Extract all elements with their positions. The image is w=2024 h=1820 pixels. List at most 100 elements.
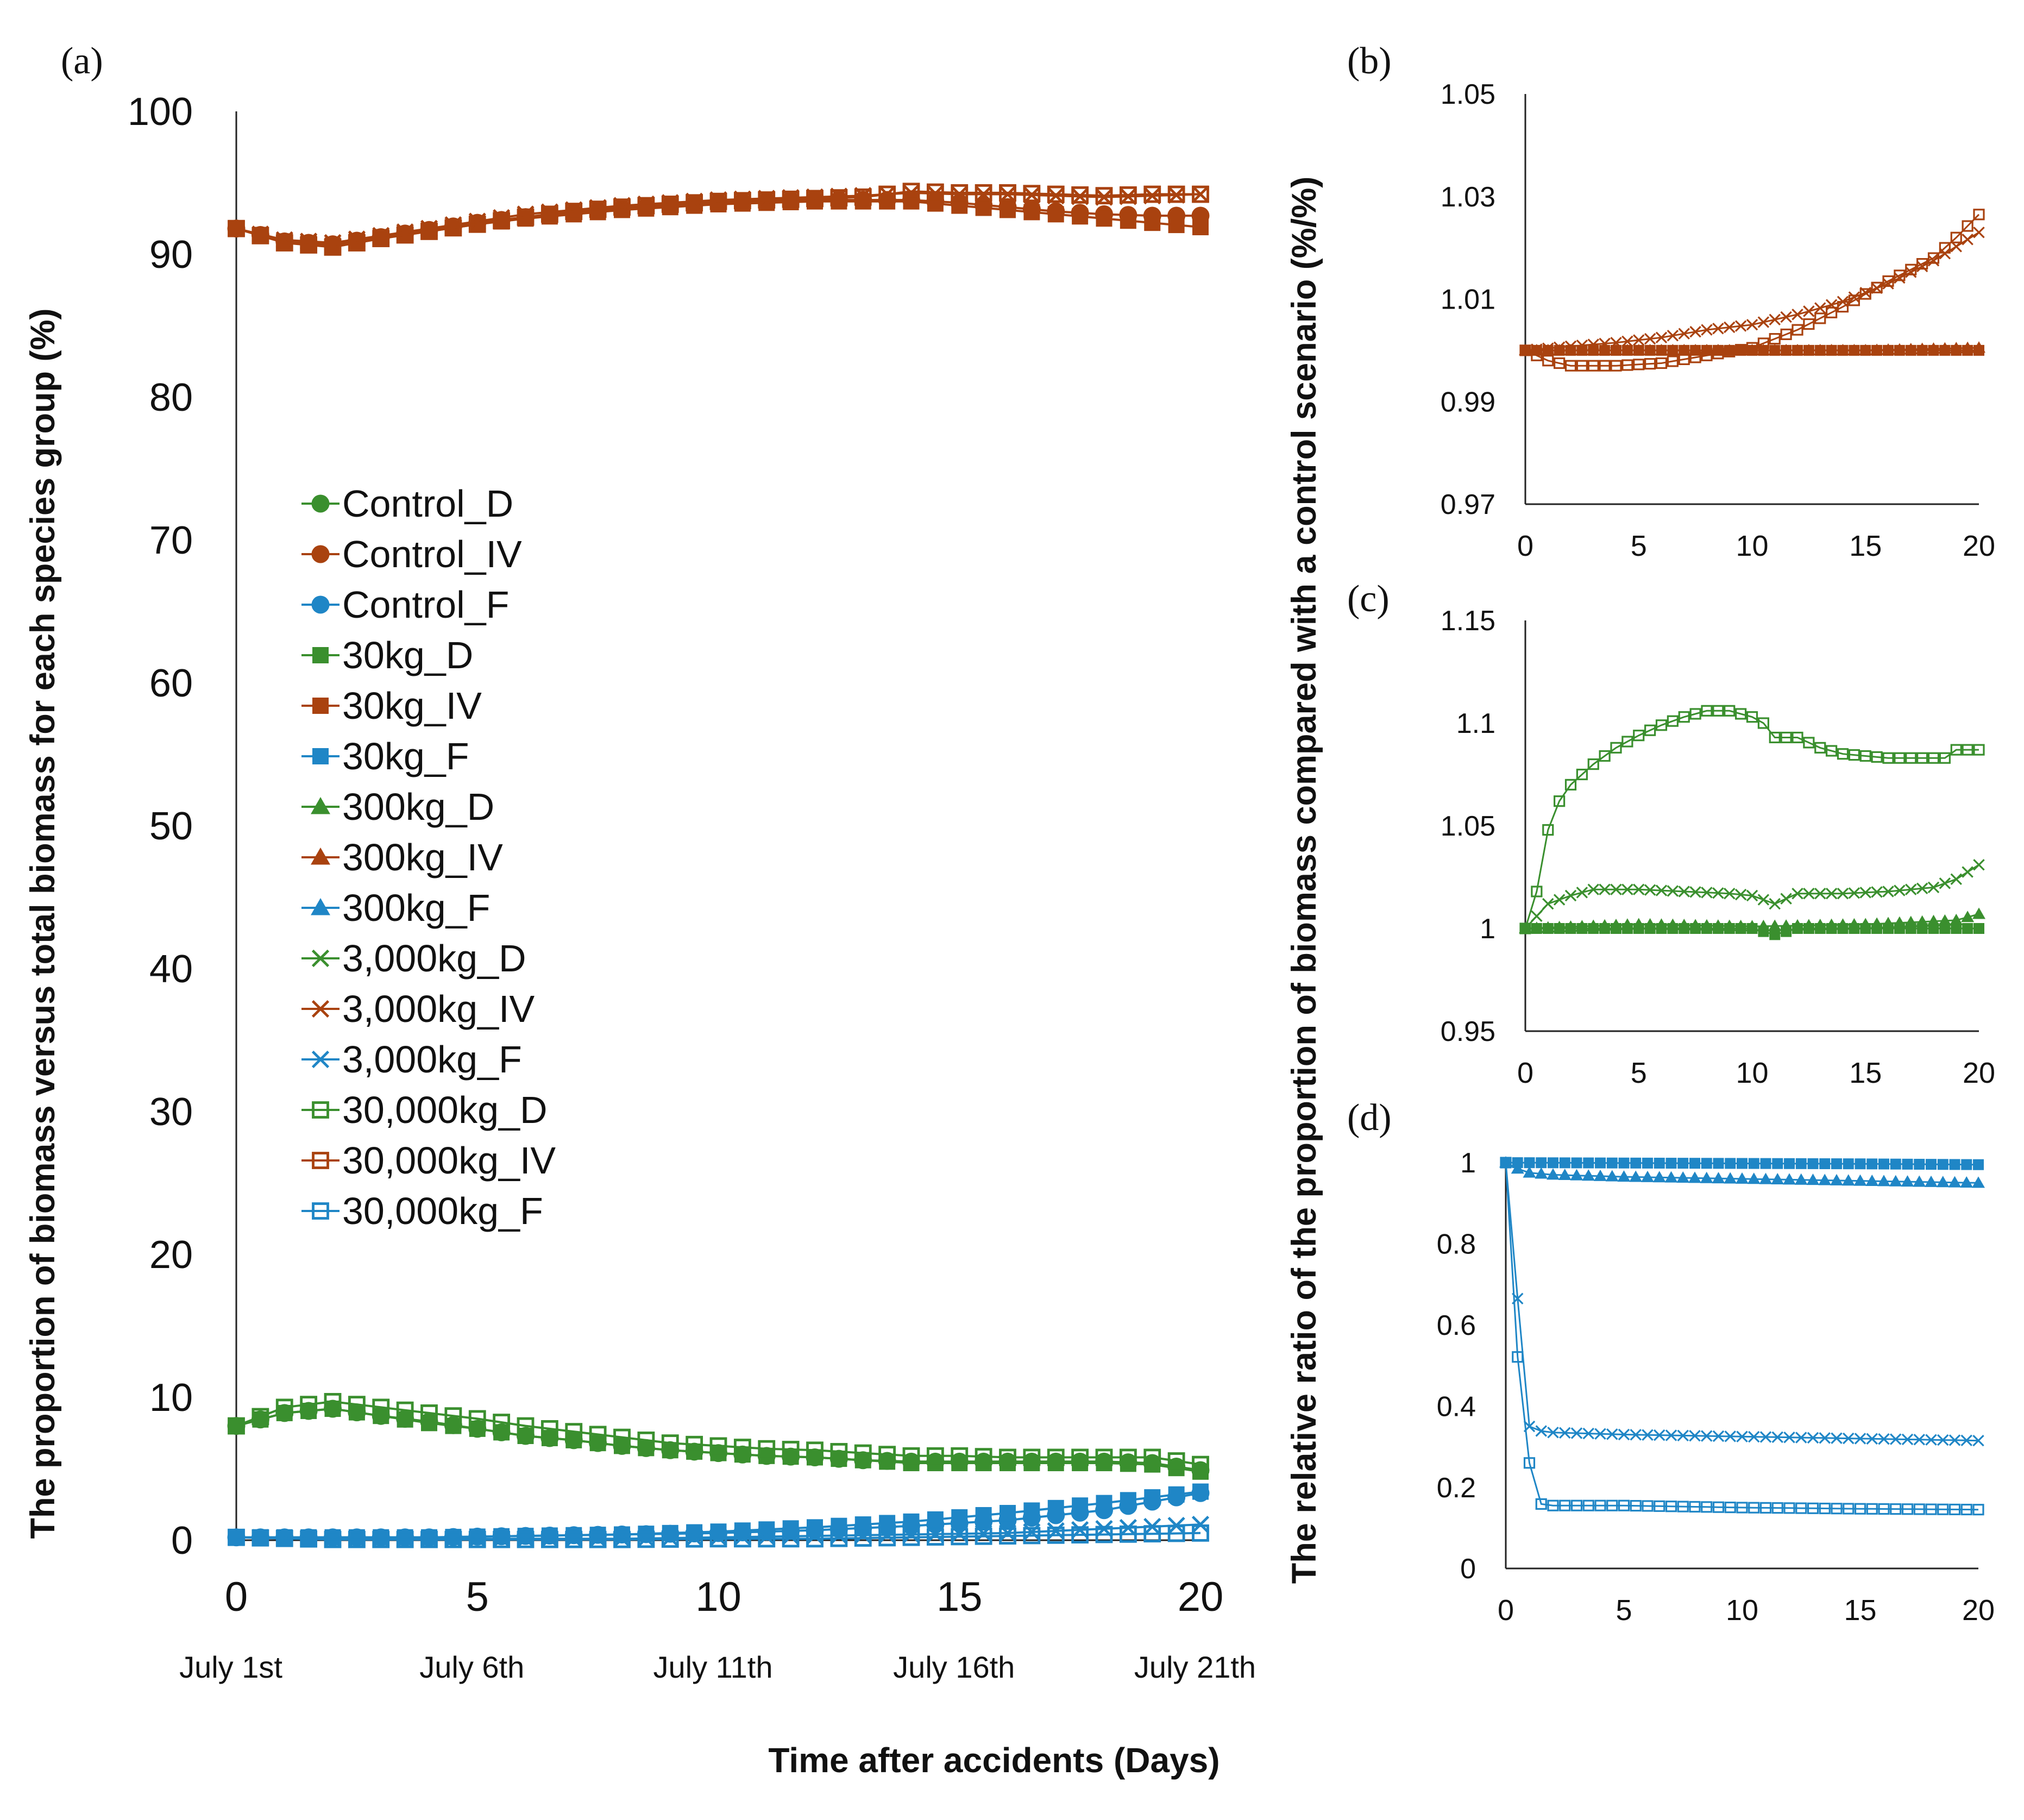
data-point xyxy=(806,1530,824,1548)
data-point xyxy=(1792,309,1803,321)
data-point xyxy=(1893,916,1906,928)
data-point xyxy=(1547,1168,1560,1180)
data-point xyxy=(1759,1172,1772,1184)
data-point xyxy=(1633,359,1645,371)
data-point xyxy=(540,205,558,223)
data-point xyxy=(372,1530,390,1548)
data-point xyxy=(1961,911,1975,922)
data-point xyxy=(1701,324,1713,336)
series-300kg-f xyxy=(1499,1156,1985,1188)
data-point xyxy=(1523,1457,1536,1469)
data-point xyxy=(1587,343,1600,355)
data-point xyxy=(1000,1505,1016,1522)
data-point xyxy=(1973,209,1985,221)
data-point xyxy=(1870,343,1884,355)
x-tick-label: 0 xyxy=(1498,1594,1514,1627)
data-point xyxy=(1819,1432,1831,1444)
data-point xyxy=(1582,1169,1595,1181)
data-point xyxy=(348,1396,366,1414)
data-point xyxy=(975,184,992,202)
data-point xyxy=(1512,1351,1524,1363)
data-point xyxy=(1564,360,1577,372)
x-tick-label: 10 xyxy=(1736,530,1768,562)
data-point xyxy=(1168,1486,1185,1503)
data-point xyxy=(420,223,438,240)
data-point xyxy=(1747,1172,1761,1184)
data-point xyxy=(1972,1434,1984,1447)
data-point xyxy=(902,1528,920,1546)
data-point xyxy=(1783,1502,1795,1514)
data-point xyxy=(1689,886,1701,898)
data-point xyxy=(637,197,655,215)
data-point xyxy=(1769,898,1781,910)
data-point xyxy=(1576,887,1588,899)
data-point xyxy=(517,208,535,226)
data-point xyxy=(1915,915,1929,927)
data-point xyxy=(1871,281,1883,293)
legend-marker xyxy=(312,1101,329,1119)
data-point xyxy=(1837,301,1849,313)
data-point xyxy=(1168,217,1185,234)
data-point xyxy=(1972,1176,1985,1188)
legend-item-30kg-iv: 30kg_IV xyxy=(301,685,482,727)
y-tick-label: 70 xyxy=(149,519,193,562)
data-point xyxy=(686,1435,703,1453)
data-point xyxy=(1700,919,1713,931)
data-point xyxy=(1594,1428,1606,1440)
data-point xyxy=(1951,923,1962,934)
data-point xyxy=(444,219,462,237)
data-point xyxy=(1552,343,1566,355)
legend-item-30-000kg-f: 30,000kg_F xyxy=(301,1190,543,1232)
data-point xyxy=(1678,711,1690,723)
data-point xyxy=(1927,252,1940,264)
data-point xyxy=(1023,1448,1041,1466)
data-point xyxy=(493,212,511,230)
panel-d-label: (d) xyxy=(1347,1097,1392,1139)
series-30kg-f xyxy=(1500,1157,1984,1170)
data-point xyxy=(1927,914,1940,926)
data-point xyxy=(1023,204,1040,221)
data-point xyxy=(1587,758,1599,770)
data-point xyxy=(1962,744,1973,756)
data-point xyxy=(878,1446,896,1464)
x-date-labels: July 1st July 6th July 11th July 16th July 2… xyxy=(179,1650,1256,1684)
legend-item-3-000kg-f: 3,000kg_F xyxy=(301,1038,522,1081)
legend-label: 300kg_F xyxy=(342,887,490,929)
data-point xyxy=(1734,888,1747,901)
series-3-000kg-f xyxy=(1500,1157,1984,1447)
data-point xyxy=(1803,737,1815,749)
data-point xyxy=(1618,1428,1630,1441)
data-point xyxy=(1961,341,1975,353)
data-point xyxy=(758,191,776,209)
data-point xyxy=(1576,339,1588,352)
data-point xyxy=(1701,887,1713,899)
data-point xyxy=(420,1404,438,1422)
data-point xyxy=(493,1424,510,1441)
data-point xyxy=(1792,731,1803,744)
data-point xyxy=(1825,888,1838,900)
data-point xyxy=(1905,263,1917,275)
data-point xyxy=(1948,1434,1961,1446)
legend-item-30-000kg-iv: 30,000kg_IV xyxy=(301,1139,556,1182)
data-point xyxy=(1712,1501,1725,1513)
series-line xyxy=(1525,231,1979,352)
data-point xyxy=(1072,208,1089,225)
data-point xyxy=(1621,359,1633,371)
data-point xyxy=(1655,343,1668,355)
legend-item-30kg-d: 30kg_D xyxy=(301,634,473,676)
data-point xyxy=(830,1529,848,1547)
y-tick-label: 80 xyxy=(149,376,193,419)
data-point xyxy=(1621,736,1633,748)
data-point xyxy=(565,203,583,221)
data-point xyxy=(1915,342,1929,354)
data-point xyxy=(1524,1157,1535,1169)
data-point xyxy=(1848,749,1860,761)
data-point xyxy=(1878,1503,1890,1515)
data-point xyxy=(1757,717,1769,729)
data-point xyxy=(1701,349,1713,361)
data-point xyxy=(493,1414,511,1431)
data-point xyxy=(1144,215,1161,231)
data-point xyxy=(1689,325,1701,338)
data-point xyxy=(1819,1158,1831,1170)
